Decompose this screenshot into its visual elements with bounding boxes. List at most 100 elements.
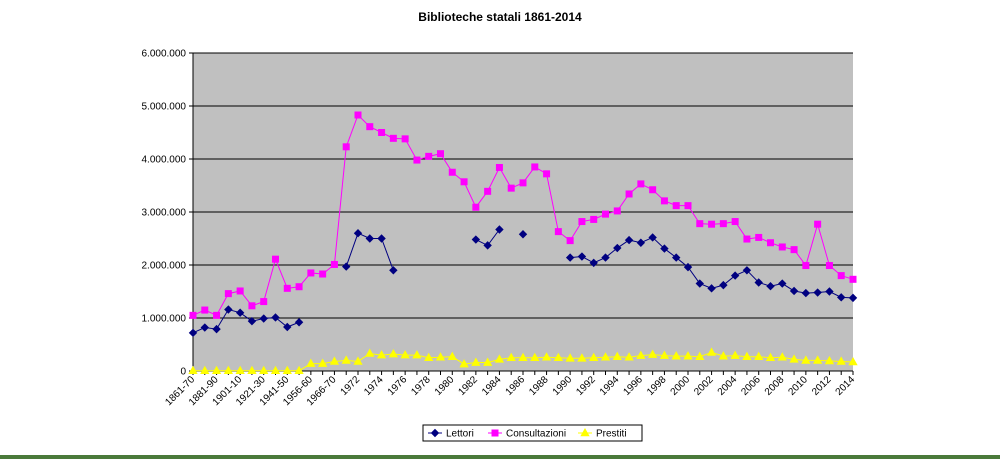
- data-point: [554, 228, 562, 236]
- data-point: [189, 311, 197, 319]
- data-point: [400, 350, 410, 359]
- data-point: [213, 311, 221, 319]
- data-point: [495, 225, 504, 234]
- x-tick-label: 1994: [598, 374, 622, 398]
- data-point: [412, 350, 422, 359]
- data-point: [755, 233, 763, 241]
- data-point: [437, 150, 444, 158]
- series-prestiti: [188, 347, 858, 375]
- legend-marker: [430, 428, 440, 438]
- data-point: [365, 234, 374, 243]
- data-point: [212, 324, 221, 334]
- data-point: [330, 260, 338, 268]
- data-point: [247, 365, 257, 375]
- data-point: [388, 349, 399, 358]
- data-point: [695, 351, 705, 360]
- data-point: [707, 284, 716, 293]
- x-tick-label: 1990: [551, 374, 575, 398]
- data-point: [342, 143, 350, 151]
- data-point: [837, 293, 846, 302]
- data-point: [435, 352, 446, 361]
- legend-label: Prestiti: [596, 429, 627, 440]
- data-point: [294, 365, 304, 375]
- data-point: [802, 262, 810, 270]
- data-point: [247, 316, 257, 326]
- data-point: [518, 230, 528, 239]
- data-point: [200, 365, 210, 375]
- data-point: [836, 356, 846, 365]
- x-tick-label: 2006: [739, 374, 763, 398]
- data-point: [789, 354, 799, 363]
- data-point: [625, 190, 633, 198]
- y-tick-label: 6.000.000: [142, 49, 187, 60]
- legend-marker: [491, 429, 499, 437]
- data-point: [272, 255, 279, 263]
- data-point: [224, 290, 232, 298]
- data-point: [447, 351, 457, 360]
- series-layer: [188, 111, 858, 375]
- data-point: [777, 352, 787, 361]
- data-point: [636, 350, 646, 359]
- data-point: [742, 351, 752, 360]
- x-tick-label: 2012: [810, 374, 834, 398]
- data-point: [378, 129, 386, 136]
- data-point: [648, 233, 657, 242]
- data-point: [577, 252, 587, 261]
- data-point: [624, 235, 634, 245]
- data-point: [789, 286, 799, 296]
- y-axis: 0 1.000.000 2.000.000 3.000.000 4.000.000 5.0…: [142, 49, 194, 378]
- data-point: [495, 163, 503, 171]
- data-point: [424, 352, 434, 362]
- data-point: [671, 351, 681, 360]
- x-tick-label: 1998: [645, 374, 669, 398]
- data-point: [307, 269, 315, 277]
- data-point: [696, 220, 704, 228]
- data-point: [448, 168, 456, 176]
- x-tick-label: 2014: [834, 374, 858, 398]
- data-point: [484, 187, 492, 195]
- data-point: [672, 202, 680, 210]
- data-point: [730, 350, 740, 359]
- data-point: [200, 323, 209, 332]
- data-point: [282, 365, 292, 375]
- data-point: [812, 355, 823, 364]
- data-point: [188, 328, 198, 338]
- data-point: [365, 348, 375, 357]
- series-lettori: [188, 225, 858, 338]
- data-point: [718, 351, 729, 360]
- x-tick-label: 1988: [527, 374, 551, 398]
- data-point: [778, 243, 786, 251]
- data-point: [494, 354, 505, 363]
- data-point: [460, 178, 468, 186]
- data-point: [353, 228, 363, 238]
- x-tick-label: 1980: [433, 374, 457, 398]
- data-point: [354, 111, 362, 119]
- data-point: [612, 351, 622, 360]
- data-point: [730, 271, 740, 280]
- x-tick-label: 2000: [669, 374, 693, 398]
- x-tick-label: 1976: [386, 374, 410, 398]
- y-tick-label: 2.000.000: [142, 261, 187, 272]
- data-point: [553, 352, 564, 362]
- data-point: [235, 365, 245, 375]
- x-tick-label: 2004: [716, 374, 740, 398]
- data-point: [271, 313, 280, 322]
- x-tick-label: 1974: [362, 374, 386, 398]
- data-point: [329, 356, 340, 365]
- legend-marker: [580, 427, 590, 437]
- data-point: [188, 365, 198, 375]
- data-point: [578, 218, 586, 226]
- data-point: [518, 352, 528, 362]
- data-point: [459, 359, 469, 368]
- data-point: [814, 220, 822, 228]
- series-line: [192, 308, 300, 334]
- data-point: [283, 322, 292, 332]
- data-point: [600, 352, 611, 361]
- data-point: [647, 349, 658, 358]
- data-point: [211, 365, 222, 375]
- data-point: [565, 353, 575, 362]
- chart-title: Biblioteche statali 1861-2014: [418, 10, 582, 24]
- data-point: [471, 235, 481, 244]
- data-point: [270, 365, 281, 375]
- data-point: [589, 258, 598, 268]
